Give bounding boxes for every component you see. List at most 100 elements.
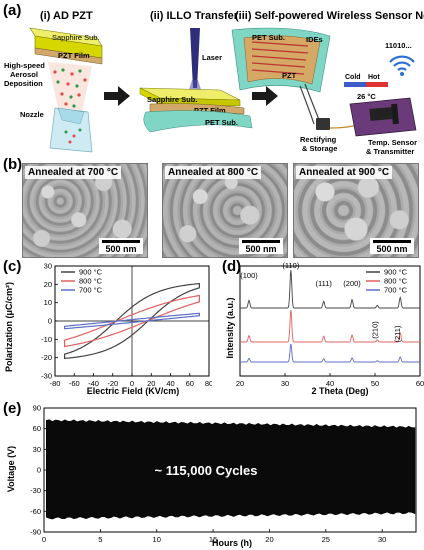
ides-label: IDEs: [306, 35, 323, 44]
chart-d-peak-label-2: (111): [315, 279, 332, 288]
sapphire-label-1: Sapphire Sub.: [52, 33, 100, 42]
laser-label: Laser: [202, 53, 222, 62]
signal-text: 11010...: [385, 41, 412, 50]
chart-c-ytick-label: -30: [41, 372, 52, 381]
chart-e-xtick-label: 15: [209, 535, 217, 544]
chart-d-peak-label-0: (100): [240, 271, 258, 280]
chart-c-xtick-label: 20: [147, 379, 155, 388]
scale-label-700: 500 nm: [105, 244, 137, 254]
voltage-cycle-chart: Voltage (V) Hours (h) -90 -60 -30 0 30 60 90 0 5…: [6, 404, 417, 548]
panel-label-b: (b): [3, 156, 23, 173]
pet-label-2: PET Sub.: [205, 118, 238, 127]
chart-d-peak-label-4: (210): [370, 321, 379, 339]
process-arrow-1: [104, 86, 130, 106]
chart-c-legend-label-2: 700 °C: [79, 286, 103, 295]
xrd-chart: Intensity (a.u.) 2 Theta (Deg) 20 30 40 50 6…: [225, 261, 424, 396]
chart-e-ytick-label: 30: [33, 445, 41, 454]
wifi-icon: [389, 55, 415, 76]
scale-bar-700: 500 nm: [99, 238, 143, 254]
laser-beam: [190, 28, 200, 88]
chart-e-xtick-label: 10: [153, 535, 161, 544]
pet-label-3: PET Sub.: [252, 33, 285, 42]
step3-title: (iii) Self-powered Wireless Sensor Node: [235, 10, 424, 22]
chart-c-series-2: [63, 312, 200, 330]
sem-title-700: Annealed at 700 °C: [25, 166, 122, 179]
chart-c-series-0: [63, 282, 200, 360]
chart-e-xtick-label: 20: [265, 535, 273, 544]
rectifying-label-2: & Storage: [302, 144, 337, 153]
temp-reading: 26 °C: [357, 92, 376, 101]
chart-d-xtick-label: 60: [416, 379, 424, 388]
chart-c-xtick-label: 40: [166, 379, 174, 388]
chart-c-xtick-label: 80: [205, 379, 212, 388]
chart-e-ytick-label: 90: [33, 404, 41, 413]
panel-label-d: (d): [222, 258, 242, 275]
sem-image-700: Annealed at 700 °C 500 nm: [22, 163, 148, 258]
chart-d-peak-label-3: (200): [343, 279, 361, 288]
process-arrow-2: [252, 86, 278, 106]
hot-label: Hot: [368, 74, 380, 81]
panel-a-schematic: (i) AD PZT (ii) ILLO Transfer (iii) Self…: [4, 10, 424, 156]
step2-title: (ii) ILLO Transfer: [150, 10, 239, 22]
rectifier-chip: [316, 118, 330, 130]
chart-c-legend-label-1: 800 °C: [79, 277, 103, 286]
chart-c-ytick-label: 0: [48, 317, 52, 326]
chart-e-voltage-envelope: [46, 419, 416, 520]
chart-c-legend-label-0: 900 °C: [79, 268, 103, 277]
scale-label-800: 500 nm: [245, 244, 277, 254]
step1-title: (i) AD PZT: [40, 10, 93, 22]
rectifying-label-1: Rectifying: [300, 135, 337, 144]
flexible-pzt-device: [231, 27, 331, 93]
sapphire-label-2: Sapphire Sub.: [147, 95, 197, 104]
deposition-label-2: Aerosol: [10, 70, 38, 79]
aerosol-particles: [48, 62, 92, 112]
chart-c-xtick-label: -60: [69, 379, 80, 388]
chart-e-ylabel: Voltage (V): [6, 446, 16, 492]
chart-d-xtick-label: 50: [371, 379, 379, 388]
pet-substrate-2: [143, 110, 253, 133]
chart-d-xlabel: 2 Theta (Deg): [311, 386, 368, 396]
chart-d-legend-label-1: 800 °C: [384, 277, 408, 286]
chart-d-series-0: [240, 269, 420, 309]
chart-c-xtick-label: -20: [107, 379, 118, 388]
chart-c-ylabel: Polarization (μC/cm²): [4, 282, 14, 372]
pzt-film-label-1: PZT Film: [58, 51, 90, 60]
chart-c-xtick-label: 60: [186, 379, 194, 388]
scale-bar-900: 500 nm: [370, 238, 414, 254]
sensor-label-2: & Transmitter: [366, 147, 414, 156]
pzt-label-3: PZT: [282, 71, 297, 80]
panel-label-a: (a): [3, 2, 22, 19]
sensor-transmitter-module: [349, 97, 417, 137]
chart-e-xtick-label: 30: [378, 535, 386, 544]
nozzle: [49, 107, 93, 153]
chart-e-xtick-label: 5: [98, 535, 102, 544]
chart-d-series-2: [240, 343, 420, 363]
deposition-label-3: Deposition: [4, 79, 43, 88]
cold-label: Cold: [345, 74, 361, 81]
nozzle-label: Nozzle: [20, 110, 44, 119]
scale-bar-800: 500 nm: [239, 238, 283, 254]
chart-e-ytick-label: 0: [37, 466, 41, 475]
chart-d-legend-label-0: 900 °C: [384, 268, 408, 277]
chart-d-xtick-label: 30: [281, 379, 289, 388]
sem-title-800: Annealed at 800 °C: [165, 166, 262, 179]
pzt-film-1: [34, 47, 103, 65]
sensor-label-1: Temp. Sensor: [368, 138, 417, 147]
chart-c-ytick-label: 30: [44, 262, 52, 271]
chart-e-annotation: ~ 115,000 Cycles: [154, 463, 257, 478]
chart-c-xlabel: Electric Field (KV/cm): [87, 386, 180, 396]
chart-c-ytick-label: -20: [41, 353, 52, 362]
sem-image-900: Annealed at 900 °C 500 nm: [293, 163, 419, 258]
chart-d-xtick-label: 40: [326, 379, 334, 388]
chart-c-xtick-label: -40: [88, 379, 99, 388]
chart-d-peak-label-1: (110): [282, 261, 299, 270]
chart-c-xtick-label: 0: [130, 379, 134, 388]
chart-e-xtick-label: 25: [322, 535, 330, 544]
chart-e-ytick-label: -90: [30, 528, 41, 537]
chart-d-series-1: [240, 309, 420, 343]
panel-label-e: (e): [3, 400, 22, 417]
chart-d-legend-label-2: 700 °C: [384, 286, 408, 295]
panel-label-c: (c): [3, 258, 22, 275]
sem-image-800: Annealed at 800 °C 500 nm: [162, 163, 288, 258]
chart-d-xtick-label: 20: [236, 379, 244, 388]
